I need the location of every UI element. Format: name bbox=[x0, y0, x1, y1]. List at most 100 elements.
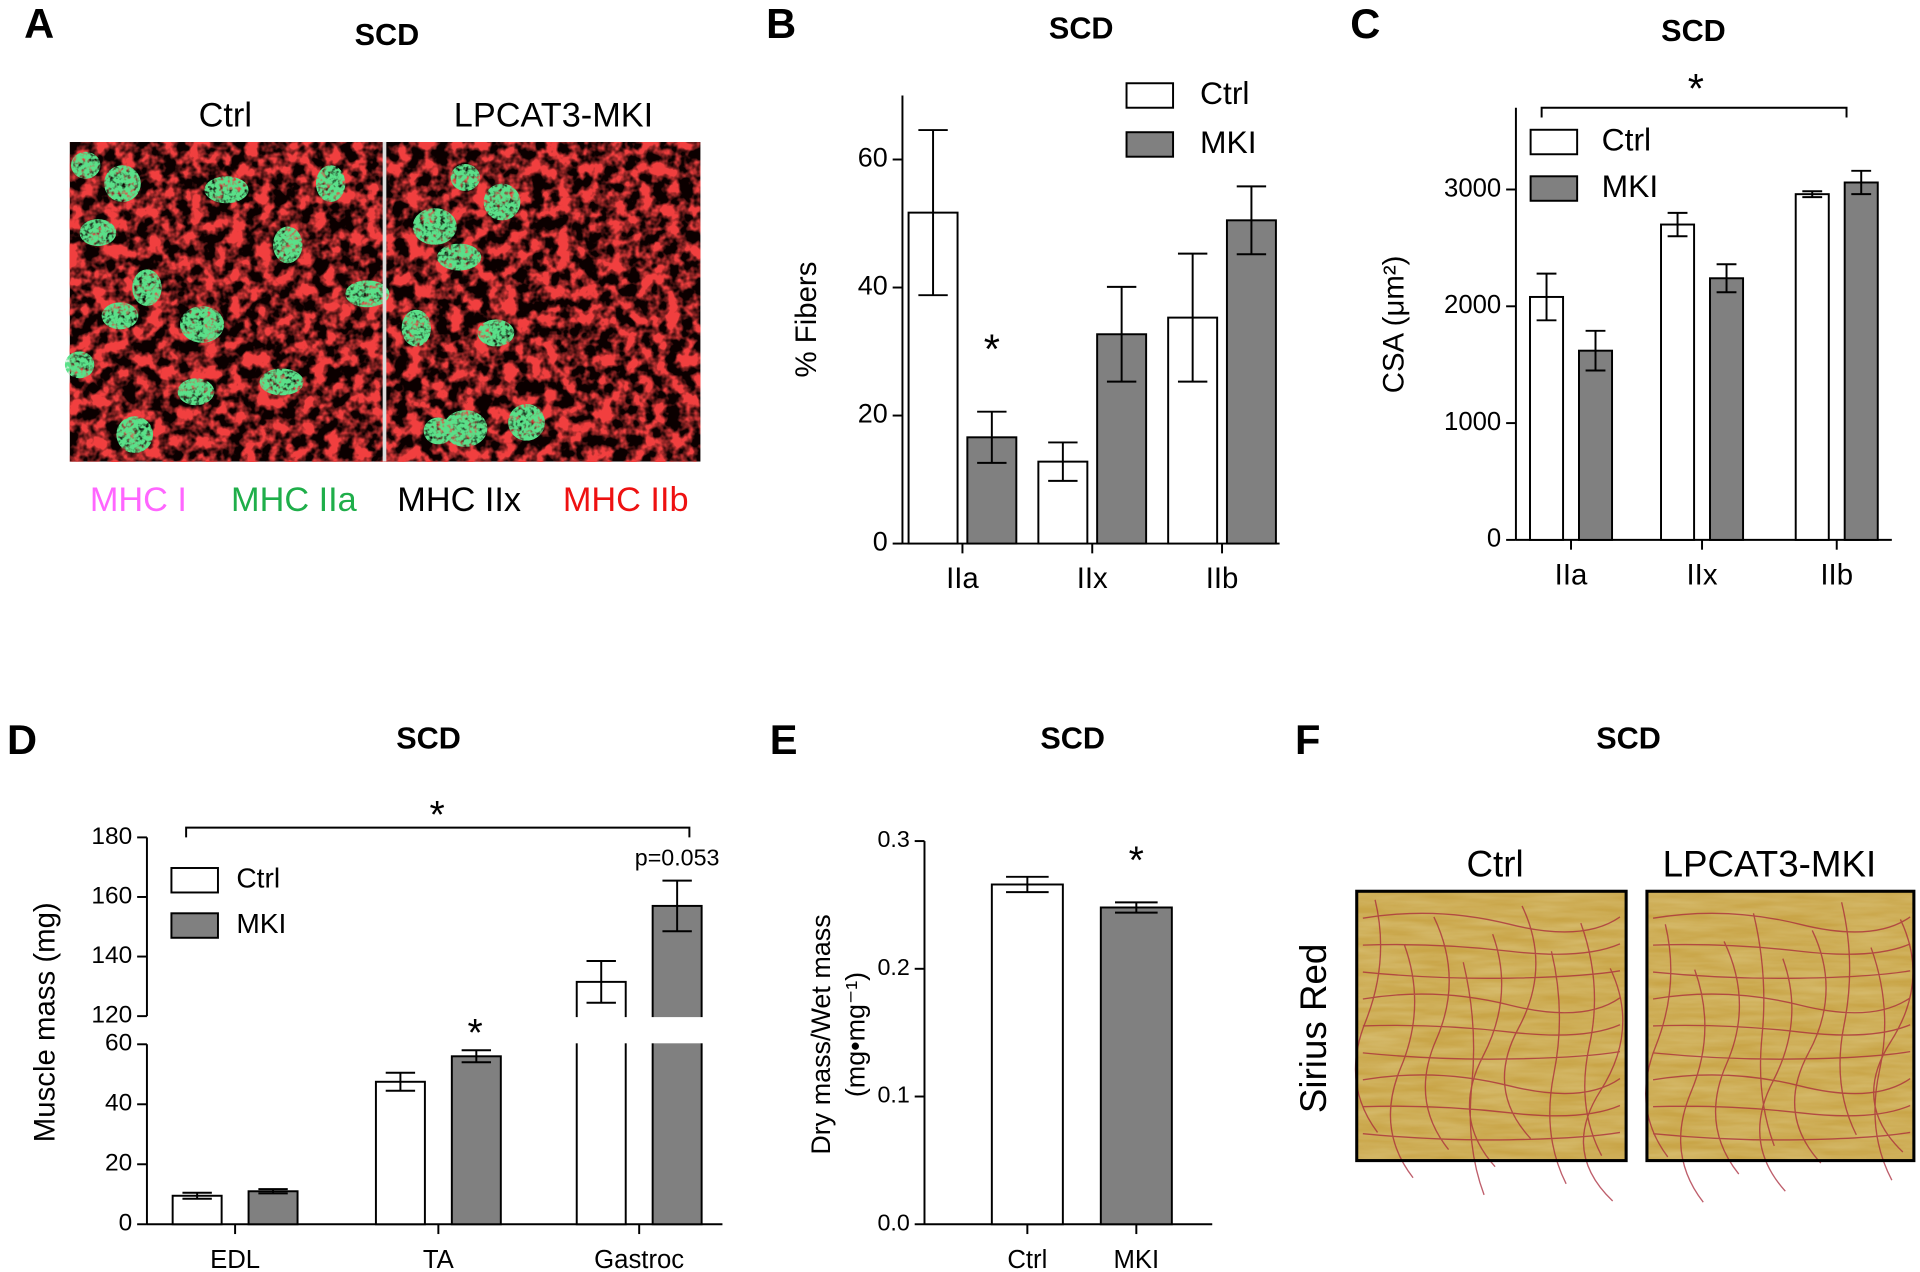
y-label: Sirius Red bbox=[1293, 944, 1334, 1113]
bar bbox=[1529, 295, 1565, 541]
y-tick-label: 40 bbox=[105, 1090, 132, 1117]
legend-label: Ctrl bbox=[236, 863, 280, 894]
fiber-iia bbox=[180, 306, 225, 343]
fiber-iia bbox=[423, 417, 454, 445]
error-bar bbox=[1177, 252, 1208, 383]
panel-caption: LPCAT3-MKI bbox=[454, 97, 653, 135]
fiber-iia bbox=[101, 302, 139, 330]
y-tick-label: 120 bbox=[91, 1002, 132, 1029]
error-bar bbox=[1048, 441, 1078, 482]
bar bbox=[990, 883, 1064, 1226]
error-bar bbox=[662, 879, 692, 933]
panel-letter: E bbox=[770, 716, 798, 763]
y-tick-label: 2000 bbox=[1444, 291, 1501, 319]
fiber-iia bbox=[64, 351, 95, 379]
fiber-iia bbox=[315, 165, 346, 203]
error-bar bbox=[1585, 329, 1606, 372]
fiber-iia bbox=[345, 280, 390, 308]
histology-image bbox=[1354, 889, 1628, 1202]
histology-image bbox=[1645, 889, 1916, 1203]
stain-label: MHC IIa bbox=[231, 481, 358, 519]
y-tick-label: 0.0 bbox=[877, 1209, 909, 1235]
y-tick-label: 0 bbox=[119, 1210, 133, 1237]
panel-title: SCD bbox=[1596, 722, 1661, 756]
fiber-iia bbox=[116, 416, 154, 453]
y-tick-label: 40 bbox=[858, 271, 888, 301]
y-label: % Fibers bbox=[790, 262, 823, 378]
x-tick-label: Ctrl bbox=[1007, 1246, 1047, 1272]
error-bar bbox=[1802, 190, 1823, 199]
error-bar bbox=[1006, 875, 1049, 894]
panel-title: SCD bbox=[355, 18, 420, 52]
bar bbox=[1709, 277, 1745, 541]
annotation: p=0.053 bbox=[635, 845, 720, 871]
panel-caption: LPCAT3-MKI bbox=[1663, 843, 1877, 884]
axis-break bbox=[148, 1017, 724, 1044]
bar bbox=[247, 1190, 299, 1226]
error-bar bbox=[461, 1049, 492, 1064]
error-bar bbox=[918, 129, 948, 297]
bar bbox=[1794, 193, 1830, 541]
legend-swatch bbox=[1529, 175, 1579, 202]
panels: A SCD Ctrl LPCAT3-MKI MHC I MHC IIa MHC IIx MHC… bbox=[7, 0, 1916, 1272]
error-bar bbox=[1236, 185, 1267, 256]
y-tick-label: 0.2 bbox=[877, 954, 909, 980]
fiber-iia bbox=[132, 269, 162, 307]
bar bbox=[651, 904, 703, 1226]
x-tick-label: IIa bbox=[1555, 558, 1588, 591]
y-tick-label: 180 bbox=[91, 823, 132, 850]
image-frame bbox=[1355, 889, 1628, 1163]
micrograph bbox=[64, 142, 701, 462]
panel-caption: Ctrl bbox=[1467, 843, 1524, 884]
y-tick-label: 140 bbox=[91, 942, 132, 969]
y-tick-label: 60 bbox=[858, 143, 888, 173]
fiber-iia bbox=[273, 226, 303, 264]
legend-swatch bbox=[170, 867, 219, 894]
error-bar bbox=[258, 1188, 288, 1195]
y-tick-label: 1000 bbox=[1444, 408, 1501, 436]
x-tick-label: MKI bbox=[1113, 1246, 1159, 1272]
y-tick-label: 0.1 bbox=[877, 1082, 909, 1108]
panel-title: SCD bbox=[396, 722, 461, 756]
y-label: Dry mass/Wet mass bbox=[806, 914, 836, 1154]
panel-caption: Ctrl bbox=[199, 97, 252, 135]
error-bar bbox=[1115, 901, 1158, 914]
legend-swatch bbox=[1125, 82, 1175, 109]
y-label: (mg•mg⁻¹) bbox=[840, 972, 870, 1097]
x-tick-label: IIx bbox=[1077, 562, 1108, 595]
panel-letter: C bbox=[1350, 0, 1380, 47]
y-tick-label: 20 bbox=[858, 399, 888, 429]
y-tick-label: 0 bbox=[1487, 525, 1501, 553]
bar bbox=[450, 1055, 502, 1226]
stain-label: MHC IIx bbox=[397, 481, 521, 519]
legend-label: MKI bbox=[236, 908, 286, 939]
x-tick-label: TA bbox=[423, 1246, 455, 1272]
legend-label: MKI bbox=[1602, 168, 1659, 204]
annotation: * bbox=[1688, 65, 1704, 112]
annotation: * bbox=[467, 1012, 482, 1055]
annotation: * bbox=[430, 794, 445, 837]
y-tick-label: 60 bbox=[105, 1030, 132, 1057]
fiber-iia bbox=[259, 368, 304, 396]
fiber-iia bbox=[204, 176, 249, 204]
fiber-iia bbox=[104, 165, 141, 203]
bar bbox=[1099, 906, 1173, 1226]
fiber-iia bbox=[450, 164, 480, 191]
bar bbox=[1843, 181, 1879, 541]
y-label: CSA (μm²) bbox=[1378, 256, 1411, 394]
panel-title: SCD bbox=[1049, 12, 1114, 46]
legend-label: Ctrl bbox=[1602, 121, 1652, 157]
fiber-iia bbox=[79, 219, 117, 247]
legend-label: MKI bbox=[1200, 124, 1257, 160]
x-tick-label: Gastroc bbox=[594, 1246, 684, 1272]
x-tick-label: IIb bbox=[1206, 562, 1239, 595]
error-bar bbox=[1716, 263, 1737, 294]
fiber-iia bbox=[401, 309, 432, 347]
panel-letter: F bbox=[1295, 716, 1320, 763]
fiber-iia bbox=[443, 410, 488, 447]
error-bar bbox=[977, 410, 1007, 464]
collagen-fibers bbox=[1354, 899, 1624, 1202]
stain-label: MHC I bbox=[90, 481, 187, 519]
y-tick-label: 160 bbox=[91, 882, 132, 909]
